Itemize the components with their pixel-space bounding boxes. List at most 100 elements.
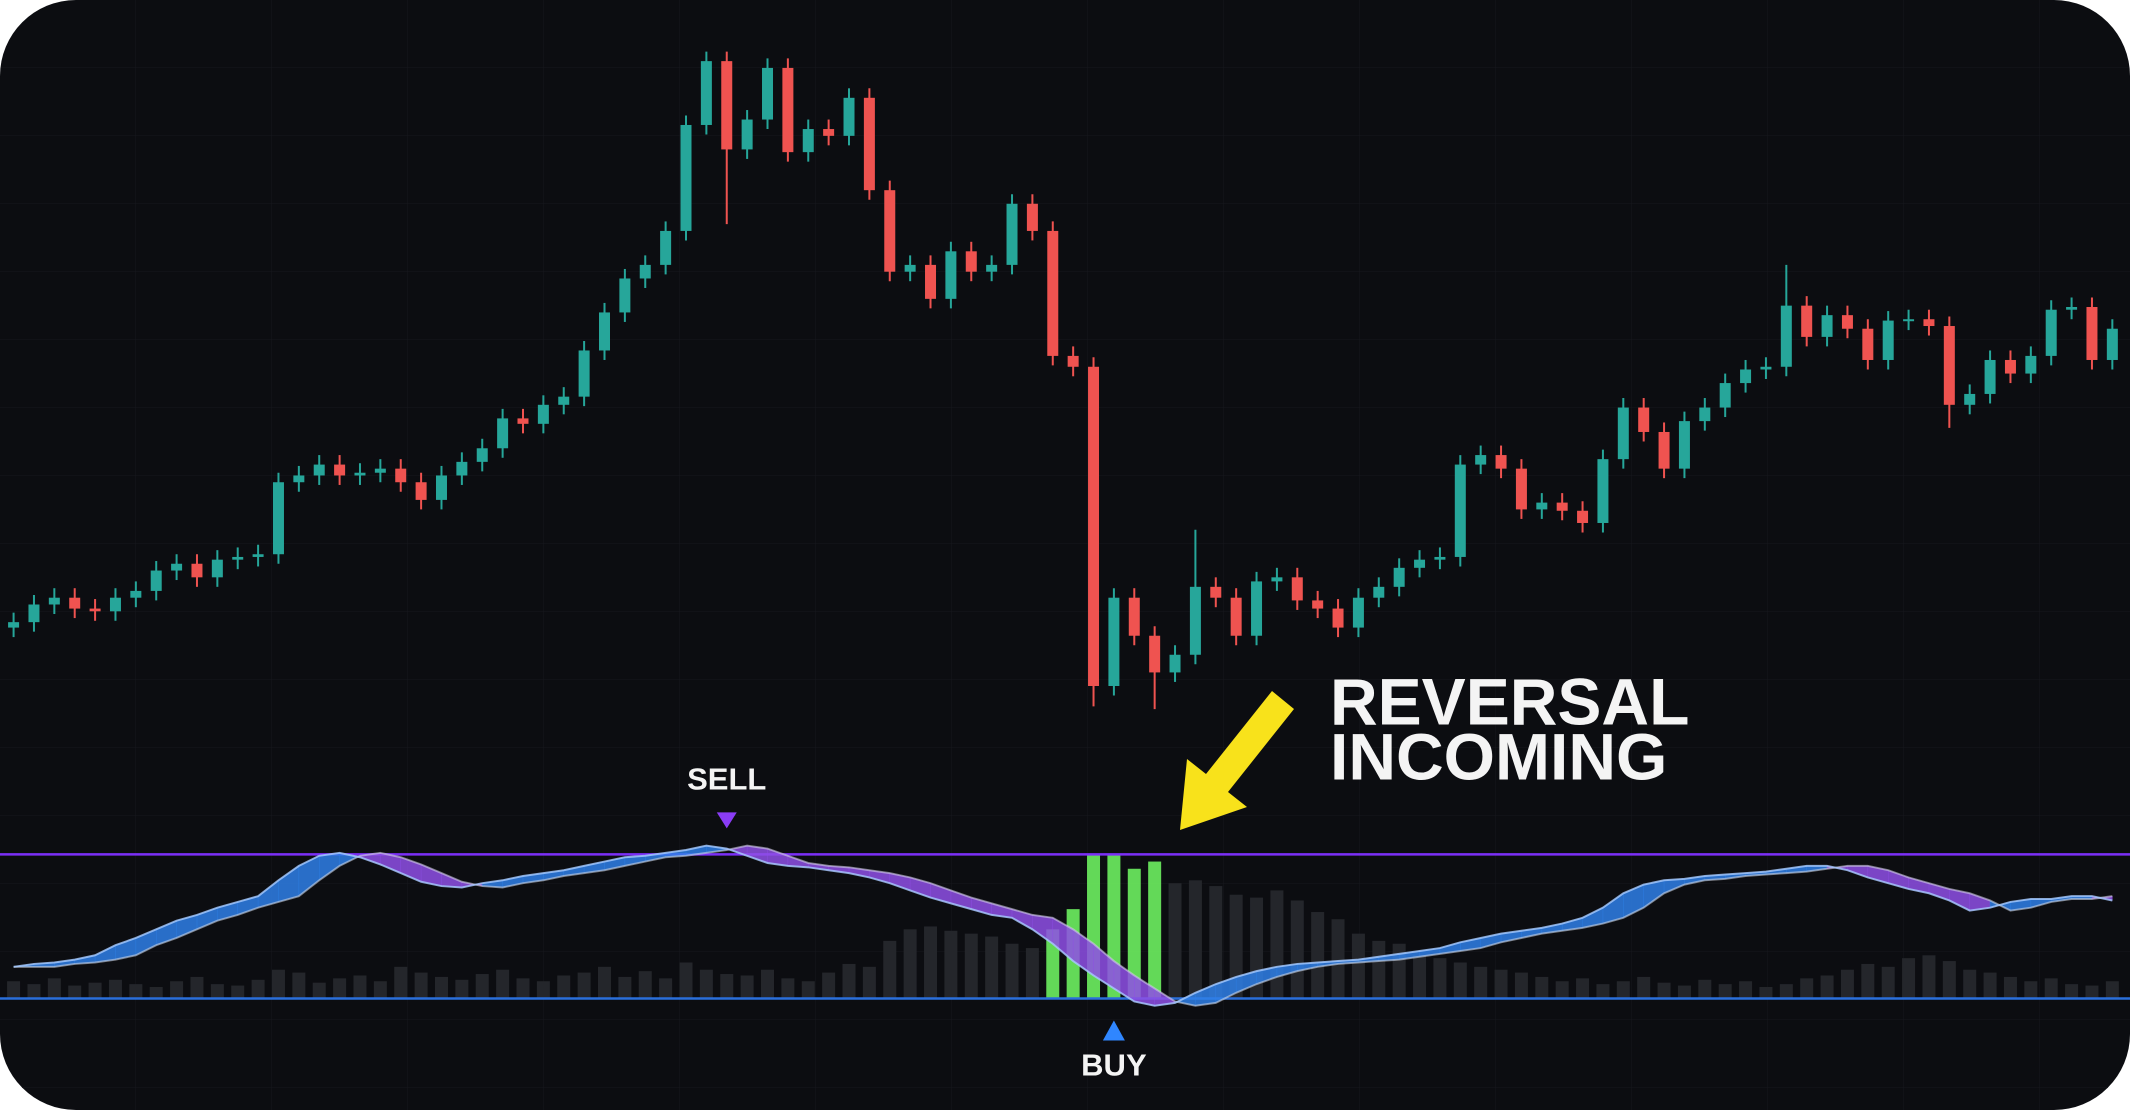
histogram-bar (720, 974, 734, 999)
histogram-bar (47, 978, 61, 999)
histogram-bar (1453, 962, 1467, 999)
histogram-bar (2024, 981, 2038, 999)
histogram-bar (597, 966, 611, 999)
candle-body (1964, 393, 1976, 405)
candle-body (130, 590, 142, 598)
histogram-bar (27, 984, 41, 999)
histogram-bar (210, 984, 224, 999)
candle-body (1617, 407, 1629, 460)
candle-body (884, 190, 896, 272)
active-bar (1148, 861, 1162, 999)
oscillator-pane: SELL BUY (0, 762, 2130, 1083)
histogram-bar (822, 972, 836, 999)
candle-body (1291, 577, 1303, 601)
candle-body (823, 129, 835, 136)
histogram-bar (699, 969, 713, 999)
candle-body (802, 129, 814, 153)
candle-body (863, 97, 875, 191)
annotation-line: REVERSAL (1330, 664, 1689, 738)
candle-body (2045, 309, 2057, 356)
candle-body (252, 554, 264, 557)
histogram-bar (1963, 969, 1977, 999)
candle-body (1638, 407, 1650, 432)
histogram-bar (108, 979, 122, 999)
histogram-bar (1433, 958, 1447, 999)
candle-body (1536, 502, 1548, 510)
candle-body (1903, 319, 1915, 322)
candle-body (1230, 597, 1242, 636)
candle-body (171, 563, 183, 571)
candle-body (1760, 366, 1772, 370)
histogram-bar (1188, 880, 1202, 999)
wave-line (13, 844, 2113, 1007)
histogram-bar (1983, 972, 1997, 999)
candle-body (69, 597, 81, 609)
candle-body (1149, 635, 1161, 673)
histogram-bar (842, 963, 856, 999)
candle-body (497, 418, 509, 449)
histogram-bar (1514, 972, 1528, 999)
candle-body (1128, 597, 1140, 636)
histogram-bar (231, 985, 245, 999)
candle-body (89, 608, 101, 612)
histogram-bar (7, 981, 21, 999)
histogram-bar (1677, 985, 1691, 999)
candle-body (1943, 326, 1955, 405)
histogram-bar (1800, 978, 1814, 999)
histogram-bar (1616, 981, 1630, 999)
histogram-bar (271, 969, 285, 999)
candle-body (1454, 464, 1466, 557)
candle-body (965, 251, 977, 272)
candle-body (1841, 315, 1853, 329)
candle-body (537, 404, 549, 424)
candle-body (1801, 305, 1813, 337)
candle-body (2004, 359, 2016, 374)
candle-body (1373, 586, 1385, 598)
candle-body (639, 264, 651, 279)
candle-body (1556, 502, 1568, 511)
candle-body (1658, 431, 1670, 469)
histogram-bar (190, 976, 204, 999)
signal-marker (1102, 1020, 1125, 1041)
histogram-bar (679, 962, 693, 999)
candle-body (374, 468, 386, 473)
histogram-bar (1025, 948, 1039, 999)
candle-body (2106, 328, 2118, 360)
signal-line (13, 844, 2113, 1007)
candle-body (1210, 586, 1222, 598)
histogram-bar (1759, 987, 1773, 999)
active-bar (1127, 868, 1141, 999)
candle-body (517, 418, 529, 424)
candle-body (1923, 319, 1935, 327)
candle-body (1821, 315, 1833, 337)
histogram-bar (1881, 966, 1895, 999)
histogram-bar (2105, 981, 2119, 999)
histogram-bar (1290, 900, 1304, 999)
candle-body (109, 597, 121, 612)
histogram-bar (2003, 976, 2017, 999)
histogram-bar (1657, 982, 1671, 999)
histogram-bar (496, 969, 510, 999)
histogram-bar (740, 975, 754, 999)
histogram-bar (577, 972, 591, 999)
candle-body (1597, 459, 1609, 523)
histogram-bar (1922, 955, 1936, 999)
candle-body (1067, 355, 1079, 367)
histogram-bar (1372, 940, 1386, 999)
candle-body (1740, 369, 1752, 384)
candle-body (598, 312, 610, 351)
histogram-bar (1718, 984, 1732, 999)
histogram-bar (2085, 985, 2099, 999)
candle-body (1495, 455, 1507, 469)
histogram-bar (903, 929, 917, 999)
histogram-bar (1535, 976, 1549, 999)
candle-body (1434, 556, 1446, 560)
histogram-bar (1902, 958, 1916, 999)
histogram-bar (1942, 961, 1956, 999)
candle-body (1577, 510, 1589, 523)
histogram-bar (455, 979, 469, 999)
candle-body (150, 570, 162, 591)
histogram-bar (1576, 978, 1590, 999)
